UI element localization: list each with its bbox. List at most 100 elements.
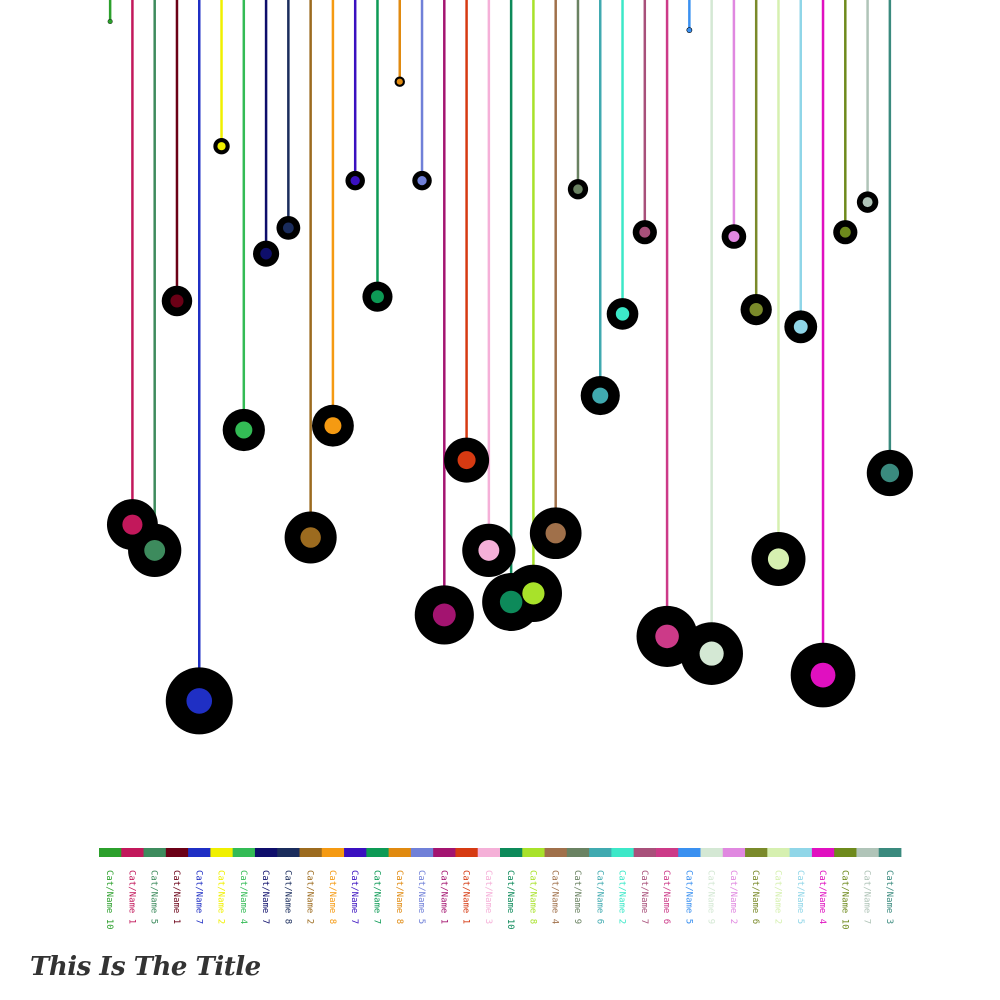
data-point-21: [545, 523, 566, 544]
category-label-4: Cat/Name 1: [171, 870, 181, 924]
color-bar-segment-21: [544, 848, 568, 857]
category-label-28: Cat/Name 9: [706, 870, 716, 924]
data-point-25: [639, 226, 651, 238]
category-label-24: Cat/Name 2: [617, 870, 627, 924]
data-point-31: [767, 548, 790, 570]
color-bar-segment-10: [299, 848, 323, 857]
data-point-10: [300, 527, 321, 548]
color-bar-segment-7: [232, 848, 256, 857]
category-label-29: Cat/Name 2: [728, 870, 738, 924]
category-label-1: Cat/Name 10: [104, 870, 114, 930]
category-label-35: Cat/Name 7: [862, 870, 872, 924]
data-point-9: [282, 222, 294, 234]
category-label-30: Cat/Name 6: [750, 870, 760, 924]
color-bar-segment-23: [589, 848, 612, 857]
data-point-1: [108, 19, 113, 24]
data-point-2: [122, 514, 143, 535]
category-labels: Cat/Name 10 Cat/Name 1 Cat/Name 5 Cat/Name …: [104, 870, 894, 930]
category-color-bar: [99, 848, 902, 857]
color-bar-segment-34: [834, 848, 857, 857]
category-label-25: Cat/Name 7: [639, 870, 649, 924]
data-point-30: [749, 302, 763, 317]
data-point-15: [417, 175, 427, 186]
color-bar-segment-15: [410, 848, 434, 857]
color-bar-segment-6: [210, 848, 234, 857]
data-point-26: [655, 624, 679, 649]
chart-title: This Is The Title: [30, 952, 261, 982]
data-point-18: [478, 539, 500, 561]
category-label-31: Cat/Name 2: [772, 870, 782, 924]
data-point-12: [350, 175, 360, 186]
category-label-34: Cat/Name 10: [839, 870, 849, 930]
data-point-7: [235, 421, 253, 439]
data-point-13: [371, 290, 384, 304]
stems-layer: [108, 0, 892, 701]
color-bar-segment-29: [722, 848, 746, 857]
category-label-27: Cat/Name 5: [683, 870, 693, 924]
category-label-11: Cat/Name 8: [327, 870, 337, 924]
color-bar-segment-16: [433, 848, 456, 857]
dots-layer: [108, 19, 900, 714]
category-label-12: Cat/Name 7: [349, 870, 359, 924]
data-point-14: [396, 78, 403, 85]
color-bar-segment-26: [655, 848, 679, 857]
color-bar-segment-8: [254, 848, 278, 857]
category-label-13: Cat/Name 7: [371, 870, 381, 924]
data-point-19: [499, 590, 523, 614]
data-point-28: [699, 641, 724, 666]
data-point-22: [573, 184, 583, 194]
color-bar-segment-11: [321, 848, 345, 857]
category-label-6: Cat/Name 2: [216, 870, 226, 924]
color-bar-segment-27: [678, 848, 701, 857]
data-point-29: [728, 230, 740, 243]
data-point-17: [457, 451, 476, 470]
color-bar-segment-33: [811, 848, 835, 857]
category-label-5: Cat/Name 7: [193, 870, 203, 924]
category-label-26: Cat/Name 6: [661, 870, 671, 924]
data-point-36: [880, 463, 900, 483]
data-point-33: [810, 662, 836, 688]
category-label-3: Cat/Name 5: [149, 870, 159, 924]
category-label-9: Cat/Name 8: [282, 870, 292, 924]
category-label-10: Cat/Name 2: [305, 870, 315, 924]
data-point-35: [862, 197, 873, 208]
category-label-19: Cat/Name 10: [505, 870, 515, 930]
category-label-18: Cat/Name 3: [483, 870, 493, 924]
category-label-23: Cat/Name 6: [594, 870, 604, 924]
category-label-20: Cat/Name 8: [527, 870, 537, 924]
color-bar-segment-31: [767, 848, 791, 857]
color-bar-segment-24: [611, 848, 635, 857]
color-bar-segment-17: [455, 848, 479, 857]
color-bar-segment-25: [633, 848, 657, 857]
color-bar-segment-36: [878, 848, 902, 857]
color-bar-segment-20: [522, 848, 545, 857]
category-label-14: Cat/Name 8: [394, 870, 404, 924]
category-label-21: Cat/Name 4: [550, 870, 560, 924]
color-bar-segment-35: [856, 848, 880, 857]
color-bar-segment-1: [99, 848, 122, 857]
data-point-24: [615, 307, 630, 321]
category-label-33: Cat/Name 4: [817, 870, 827, 924]
category-label-8: Cat/Name 7: [260, 870, 270, 924]
color-bar-segment-2: [121, 848, 144, 857]
data-point-6: [217, 142, 226, 151]
data-point-5: [186, 688, 213, 714]
category-label-2: Cat/Name 1: [126, 870, 136, 924]
data-point-11: [324, 417, 342, 435]
color-bar-segment-19: [500, 848, 523, 857]
color-bar-segment-12: [344, 848, 367, 857]
category-label-36: Cat/Name 3: [884, 870, 894, 924]
color-bar-segment-14: [388, 848, 412, 857]
category-label-22: Cat/Name 9: [572, 870, 582, 924]
data-point-8: [260, 247, 272, 260]
category-label-16: Cat/Name 1: [438, 870, 448, 924]
color-bar-segment-5: [188, 848, 211, 857]
data-point-16: [432, 603, 456, 627]
color-bar-segment-28: [700, 848, 724, 857]
color-bar-segment-13: [366, 848, 390, 857]
category-label-17: Cat/Name 1: [461, 870, 471, 924]
data-point-3: [144, 539, 166, 561]
category-label-15: Cat/Name 5: [416, 870, 426, 924]
data-point-23: [592, 387, 609, 404]
